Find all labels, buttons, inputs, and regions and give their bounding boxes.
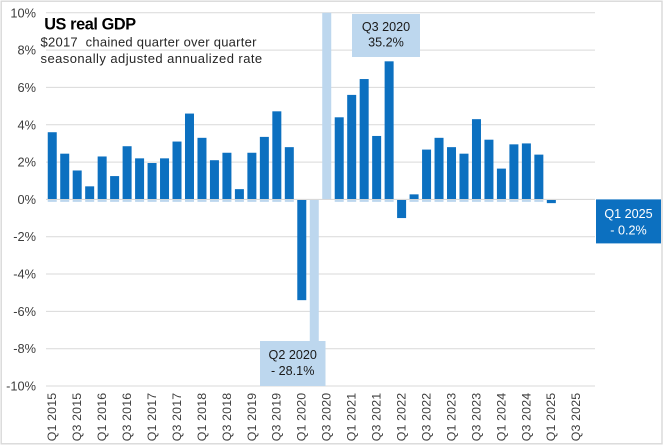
svg-text:Q1 2020: Q1 2020 — [295, 393, 309, 442]
svg-text:Q3 2018: Q3 2018 — [220, 393, 234, 442]
svg-text:Q1 2015: Q1 2015 — [45, 393, 59, 442]
svg-text:Q3 2016: Q3 2016 — [120, 393, 134, 442]
svg-text:Q3 2020: Q3 2020 — [320, 393, 334, 442]
svg-text:Q3 2022: Q3 2022 — [420, 393, 434, 442]
svg-text:-6%: -6% — [13, 304, 36, 319]
svg-text:Q1 2018: Q1 2018 — [195, 393, 209, 442]
svg-text:Q1 2017: Q1 2017 — [145, 393, 159, 442]
svg-text:6%: 6% — [18, 80, 37, 95]
svg-text:Q3 2017: Q3 2017 — [170, 393, 184, 442]
svg-text:Q3 2021: Q3 2021 — [370, 393, 384, 442]
svg-text:- 0.2%: - 0.2% — [610, 223, 646, 237]
svg-text:8%: 8% — [18, 43, 37, 58]
svg-text:- 28.1%: - 28.1% — [271, 364, 314, 378]
svg-text:-4%: -4% — [13, 267, 36, 282]
svg-text:35.2%: 35.2% — [368, 36, 404, 50]
svg-text:Q3 2019: Q3 2019 — [270, 393, 284, 442]
svg-text:4%: 4% — [18, 117, 37, 132]
svg-text:Q1 2025: Q1 2025 — [544, 393, 558, 442]
svg-text:Q2 2020: Q2 2020 — [269, 348, 317, 362]
svg-text:US real GDP: US real GDP — [44, 16, 136, 34]
svg-text:Q3 2023: Q3 2023 — [469, 393, 483, 442]
svg-text:seasonally adjusted annualized: seasonally adjusted annualized rate — [41, 51, 263, 66]
svg-text:-8%: -8% — [13, 341, 36, 356]
svg-text:Q3 2020: Q3 2020 — [362, 20, 410, 34]
svg-text:-2%: -2% — [13, 229, 36, 244]
svg-text:$2017 chained quarter over qu: $2017 chained quarter over quarter — [41, 35, 258, 50]
svg-text:Q3 2025: Q3 2025 — [569, 393, 583, 442]
svg-text:Q1 2016: Q1 2016 — [95, 393, 109, 442]
svg-text:Q1 2024: Q1 2024 — [494, 393, 508, 442]
svg-text:Q1 2025: Q1 2025 — [604, 207, 652, 221]
svg-text:Q3 2015: Q3 2015 — [70, 393, 84, 442]
svg-text:0%: 0% — [18, 192, 37, 207]
svg-text:Q1 2022: Q1 2022 — [395, 393, 409, 442]
svg-text:Q1 2019: Q1 2019 — [245, 393, 259, 442]
svg-text:10%: 10% — [10, 5, 36, 20]
svg-text:Q3 2024: Q3 2024 — [519, 393, 533, 442]
svg-text:Q1 2023: Q1 2023 — [444, 393, 458, 442]
svg-text:2%: 2% — [18, 155, 37, 170]
svg-text:-10%: -10% — [6, 379, 36, 394]
svg-text:Q1 2021: Q1 2021 — [345, 393, 359, 442]
